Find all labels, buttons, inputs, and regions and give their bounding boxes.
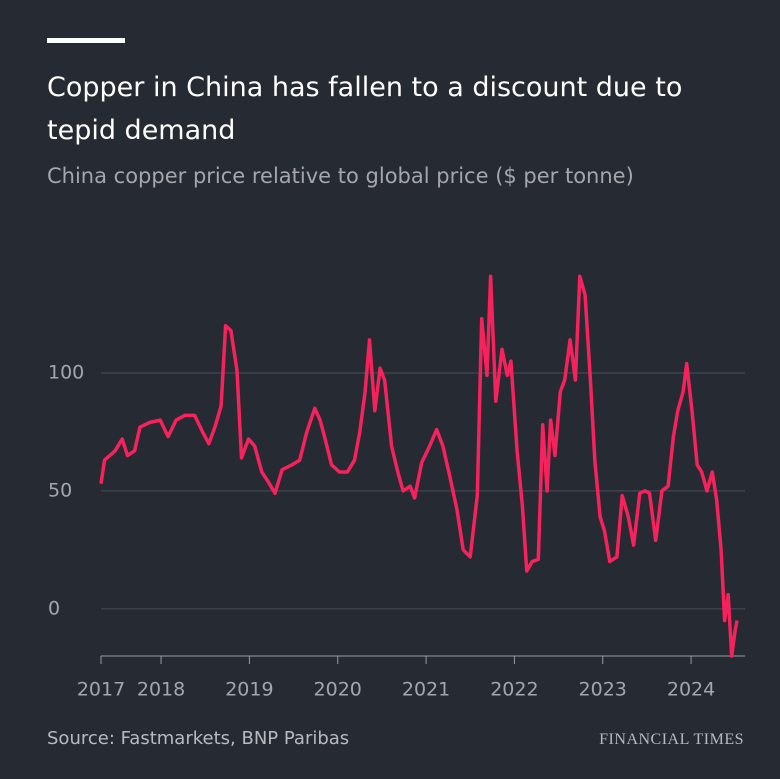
x-tick-label: 2021 xyxy=(402,679,450,701)
y-tick-label: 50 xyxy=(48,479,72,501)
x-tick-label: 2023 xyxy=(579,679,627,701)
brand: FINANCIAL TIMES xyxy=(599,731,744,748)
chart-title: Copper in China has fallen to a discount… xyxy=(47,72,683,146)
source: Source: Fastmarkets, BNP Paribas xyxy=(47,728,350,749)
x-tick-label: 2024 xyxy=(667,679,715,701)
decor-bar xyxy=(47,38,125,43)
x-tick-label: 2022 xyxy=(490,679,538,701)
x-tick-label: 2020 xyxy=(314,679,362,701)
x-tick-label: 2017 xyxy=(77,679,125,701)
chart-subtitle: China copper price relative to global pr… xyxy=(47,164,634,188)
x-tick-label: 2018 xyxy=(137,679,185,701)
y-tick-label: 0 xyxy=(48,597,60,619)
line-series xyxy=(99,274,739,658)
y-tick-label: 100 xyxy=(48,361,84,383)
x-tick-label: 2019 xyxy=(225,679,273,701)
